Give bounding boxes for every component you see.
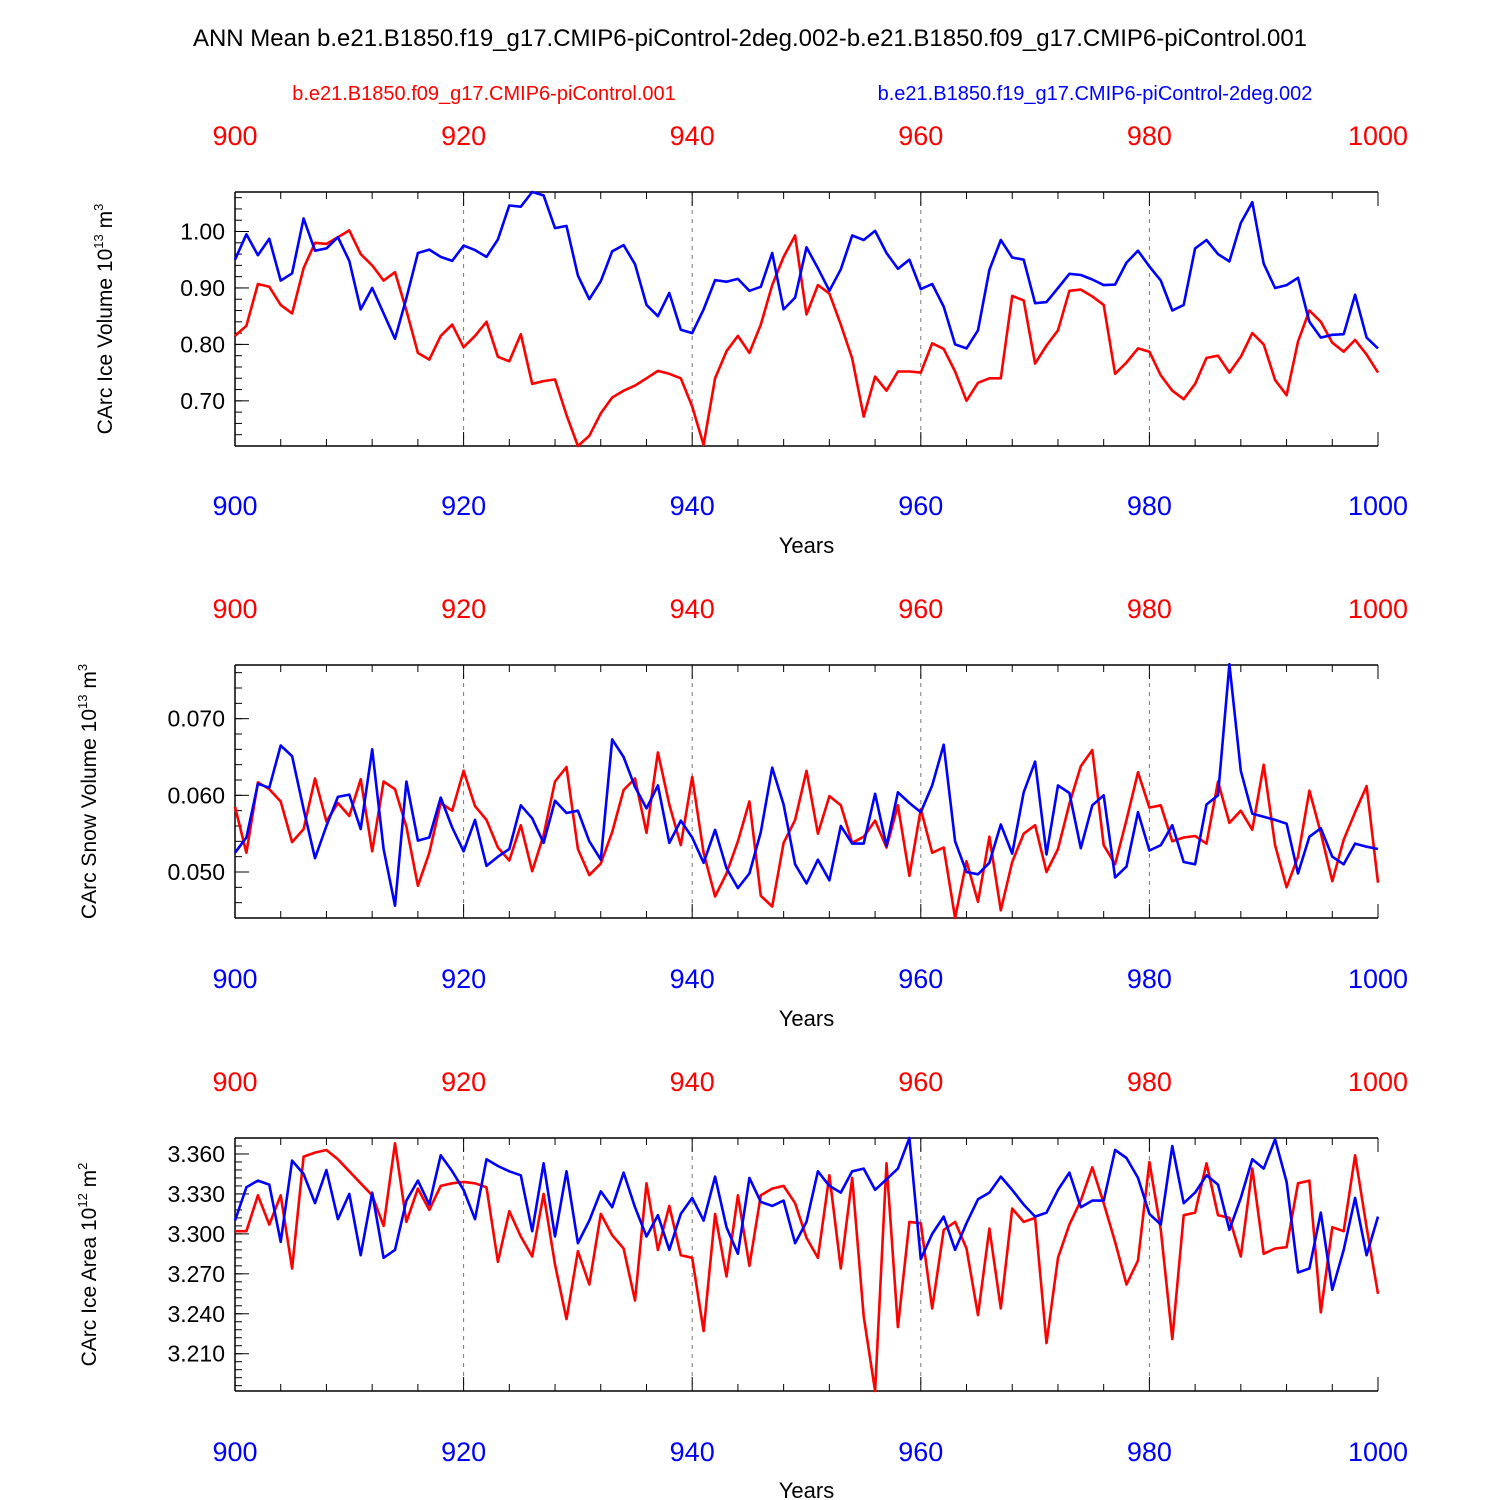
x-tick-label-top: 980 bbox=[1127, 1067, 1172, 1097]
panel-1: 1.00 0.90 0.80 0.70 900 900 920 920 940 940 960 960… bbox=[91, 121, 1408, 558]
x-tick-label-top: 960 bbox=[898, 594, 943, 624]
series-line-red bbox=[234, 229, 1380, 448]
x-axis-label: Years bbox=[779, 533, 834, 558]
panel-3: 3.360 3.330 3.300 3.270 3.240 3.210 900 900 920 9… bbox=[75, 1067, 1408, 1500]
x-axis-label: Years bbox=[779, 1478, 834, 1500]
series-line-blue bbox=[233, 662, 1379, 908]
x-tick-label-top: 920 bbox=[441, 594, 486, 624]
x-tick-label-bottom: 940 bbox=[670, 964, 715, 994]
series-line-blue bbox=[233, 190, 1379, 350]
x-tick-label-bottom: 900 bbox=[212, 491, 257, 521]
x-tick-label-top: 900 bbox=[212, 594, 257, 624]
x-tick-label-top: 900 bbox=[212, 1067, 257, 1097]
x-tick-label-bottom: 900 bbox=[212, 1437, 257, 1467]
x-tick-label-bottom: 940 bbox=[670, 1437, 715, 1467]
y-tick-label: 3.360 bbox=[167, 1141, 225, 1167]
chart-panels: 1.00 0.90 0.80 0.70 900 900 920 920 940 940 960 960… bbox=[75, 121, 1408, 1500]
y-tick-label: 3.270 bbox=[167, 1261, 225, 1287]
x-tick-label-top: 980 bbox=[1127, 121, 1172, 151]
x-tick-label-top: 920 bbox=[441, 1067, 486, 1097]
legend-blue-label: b.e21.B1850.f19_g17.CMIP6-piControl-2deg… bbox=[878, 83, 1313, 105]
y-tick-label: 0.90 bbox=[180, 275, 225, 301]
x-tick-label-top: 960 bbox=[898, 121, 943, 151]
x-tick-label-bottom: 920 bbox=[441, 964, 486, 994]
y-axis-label: CArc Snow Volume 1013 m3 bbox=[75, 664, 101, 919]
x-tick-label-top: 960 bbox=[898, 1067, 943, 1097]
x-tick-label-top: 1000 bbox=[1348, 594, 1408, 624]
x-tick-label-bottom: 1000 bbox=[1348, 964, 1408, 994]
x-tick-label-bottom: 940 bbox=[670, 491, 715, 521]
x-tick-label-top: 1000 bbox=[1348, 1067, 1408, 1097]
x-tick-label-bottom: 960 bbox=[898, 491, 943, 521]
x-tick-label-top: 940 bbox=[670, 594, 715, 624]
y-tick-label: 0.80 bbox=[180, 331, 225, 357]
x-tick-label-bottom: 920 bbox=[441, 491, 486, 521]
x-tick-label-top: 1000 bbox=[1348, 121, 1408, 151]
y-tick-label: 1.00 bbox=[180, 219, 225, 245]
x-tick-label-bottom: 900 bbox=[212, 964, 257, 994]
x-tick-label-bottom: 1000 bbox=[1348, 1437, 1408, 1467]
panel-2: 0.070 0.060 0.050 900 900 920 920 940 940 960 960 9… bbox=[75, 594, 1408, 1031]
x-tick-label-bottom: 980 bbox=[1127, 964, 1172, 994]
x-tick-label-bottom: 1000 bbox=[1348, 491, 1408, 521]
x-tick-label-bottom: 960 bbox=[898, 964, 943, 994]
y-tick-label: 3.300 bbox=[167, 1221, 225, 1247]
x-tick-label-bottom: 980 bbox=[1127, 491, 1172, 521]
series-line-blue bbox=[233, 1136, 1380, 1292]
series-line-red bbox=[233, 748, 1380, 920]
legend-red-label: b.e21.B1850.f09_g17.CMIP6-piControl.001 bbox=[292, 83, 676, 105]
y-tick-label: 3.240 bbox=[167, 1301, 225, 1327]
y-tick-label: 0.70 bbox=[180, 388, 225, 414]
x-tick-label-top: 980 bbox=[1127, 594, 1172, 624]
y-axis-label: CArc Ice Volume 1013 m3 bbox=[91, 204, 117, 435]
y-tick-label: 3.330 bbox=[167, 1181, 225, 1207]
y-tick-label: 3.210 bbox=[167, 1341, 225, 1367]
x-tick-label-top: 940 bbox=[670, 1067, 715, 1097]
x-tick-label-bottom: 980 bbox=[1127, 1437, 1172, 1467]
x-tick-label-top: 920 bbox=[441, 121, 486, 151]
x-tick-label-top: 940 bbox=[670, 121, 715, 151]
figure-title: ANN Mean b.e21.B1850.f19_g17.CMIP6-piCon… bbox=[193, 25, 1307, 52]
x-tick-label-bottom: 960 bbox=[898, 1437, 943, 1467]
x-tick-label-bottom: 920 bbox=[441, 1437, 486, 1467]
y-tick-label: 0.060 bbox=[167, 782, 225, 808]
series-line-red bbox=[235, 1142, 1380, 1393]
y-tick-label: 0.050 bbox=[167, 859, 225, 885]
x-tick-label-top: 900 bbox=[212, 121, 257, 151]
y-axis-label: CArc Ice Area 1012 m2 bbox=[75, 1163, 101, 1367]
x-axis-label: Years bbox=[779, 1006, 834, 1031]
y-tick-label: 0.070 bbox=[167, 706, 225, 732]
